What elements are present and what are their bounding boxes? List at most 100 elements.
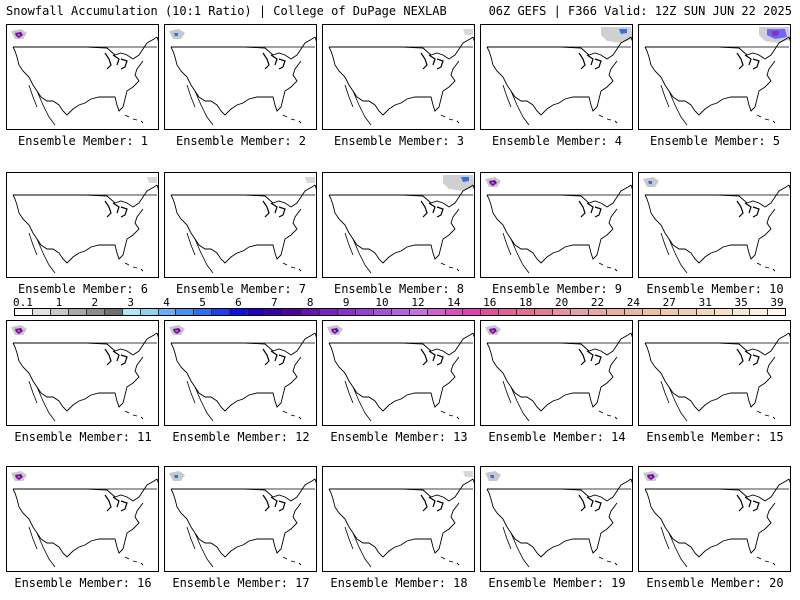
- us-map: [643, 471, 790, 568]
- map-panel: [164, 172, 317, 278]
- colorbar-label: 9: [342, 296, 350, 309]
- islands: [756, 262, 776, 272]
- colorbar-label: 0.1: [13, 296, 33, 309]
- member-caption: Ensemble Member: 12: [172, 430, 310, 444]
- great-lakes: [420, 52, 444, 70]
- great-lakes: [104, 348, 128, 366]
- header: Snowfall Accumulation (10:1 Ratio) | Col…: [0, 0, 800, 22]
- snow-area: [771, 31, 779, 36]
- us-map: [169, 471, 316, 568]
- colorbar-swatch: [176, 309, 195, 315]
- map-panel: [638, 320, 791, 426]
- coastline: [170, 478, 316, 558]
- coastline: [328, 332, 474, 412]
- coastline: [486, 184, 632, 264]
- islands: [756, 114, 776, 124]
- us-map: [485, 177, 632, 274]
- colorbar-label: 1: [55, 296, 63, 309]
- mexico-coast: [186, 84, 214, 126]
- us-map: [11, 29, 158, 126]
- colorbar-swatch: [409, 309, 428, 315]
- snow-area: [649, 476, 652, 478]
- colorbar-swatch: [194, 309, 213, 315]
- colorbar-swatch: [678, 309, 697, 315]
- islands: [598, 262, 618, 272]
- great-lakes: [420, 494, 444, 512]
- great-lakes: [262, 52, 286, 70]
- great-lakes: [104, 494, 128, 512]
- us-map: [11, 325, 158, 422]
- snow-area: [491, 330, 494, 332]
- member-caption: Ensemble Member: 5: [649, 134, 781, 148]
- colorbar-swatch: [302, 309, 320, 315]
- mexico-coast: [344, 84, 372, 126]
- coastline: [328, 36, 474, 116]
- snow-area: [601, 27, 632, 43]
- great-lakes: [578, 348, 602, 366]
- colorbar-swatch: [445, 309, 464, 315]
- coastline: [644, 184, 790, 264]
- great-lakes: [736, 348, 760, 366]
- snow-area: [17, 330, 20, 332]
- colorbar-swatch: [768, 309, 786, 315]
- colorbar-swatch: [391, 309, 410, 315]
- mexico-coast: [186, 232, 214, 274]
- colorbar-swatch: [373, 309, 392, 315]
- mexico-coast: [344, 232, 372, 274]
- colorbar-label: 16: [483, 296, 497, 309]
- snow-area: [463, 471, 473, 477]
- islands: [282, 556, 302, 566]
- coastline: [328, 478, 474, 558]
- colorbar-labels: 0.1 1 2 3 4 5 6 7 8 9 10 12 14 16 18 20 22 24 27 31 35 39: [13, 296, 786, 309]
- us-map: [644, 332, 790, 422]
- islands: [282, 410, 302, 420]
- colorbar-swatch: [463, 309, 482, 315]
- mexico-coast: [344, 526, 372, 568]
- coastline: [12, 478, 158, 558]
- islands: [124, 556, 144, 566]
- member-caption: Ensemble Member: 18: [330, 576, 468, 590]
- colorbar-legend: 0.1 1 2 3 4 5 6 7 8 9 10 12 14 16 18 20 22 24 27 31 35 39: [13, 296, 786, 319]
- colorbar-label: 2: [91, 296, 99, 309]
- member-caption: Ensemble Member: 15: [646, 430, 784, 444]
- great-lakes: [104, 52, 128, 70]
- colorbar-swatch: [122, 309, 141, 315]
- colorbar-label: 39: [770, 296, 784, 309]
- snow-area: [147, 177, 157, 183]
- us-map: [11, 471, 158, 568]
- colorbar-swatch: [319, 309, 338, 315]
- map-panel: [480, 466, 633, 572]
- coastline: [328, 184, 474, 264]
- colorbar-label: 31: [698, 296, 712, 309]
- map-panel: [638, 172, 791, 278]
- colorbar-swatch: [284, 309, 302, 315]
- colorbar-boxes: [14, 308, 786, 316]
- islands: [440, 410, 460, 420]
- great-lakes: [578, 52, 602, 70]
- colorbar-label: 27: [662, 296, 676, 309]
- mexico-coast: [28, 526, 56, 568]
- coastline: [12, 184, 158, 264]
- map-panel: [164, 466, 317, 572]
- us-map: [486, 27, 632, 126]
- mexico-coast: [660, 232, 688, 274]
- colorbar-swatch: [355, 309, 374, 315]
- member-caption: Ensemble Member: 11: [14, 430, 152, 444]
- colorbar-label: 4: [163, 296, 170, 309]
- mexico-coast: [660, 380, 688, 422]
- snow-area: [490, 475, 494, 478]
- colorbar-swatch: [337, 309, 356, 315]
- member-caption: Ensemble Member: 10: [646, 282, 784, 296]
- great-lakes: [736, 200, 760, 218]
- map-panel: [164, 24, 317, 130]
- snow-area: [491, 182, 494, 184]
- map-panel: [164, 320, 317, 426]
- coastline: [170, 184, 316, 264]
- colorbar-label: 5: [199, 296, 206, 309]
- colorbar-swatch: [68, 309, 87, 315]
- colorbar-swatch: [589, 309, 607, 315]
- map-panel: [6, 172, 159, 278]
- mexico-coast: [344, 380, 372, 422]
- colorbar-swatch: [571, 309, 589, 315]
- islands: [756, 410, 776, 420]
